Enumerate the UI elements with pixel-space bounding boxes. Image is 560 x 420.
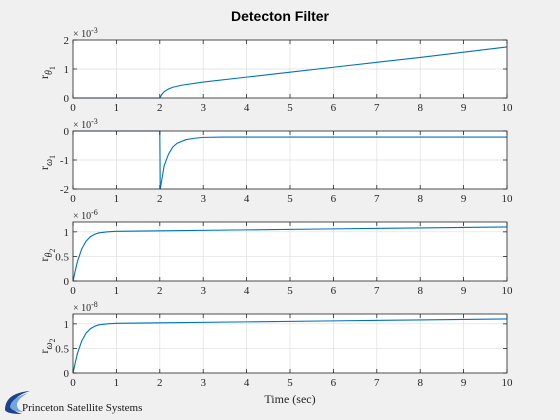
x-tick-label: 1	[114, 285, 120, 297]
y-tick-label: 0	[64, 368, 70, 380]
x-tick-label: 0	[70, 193, 76, 205]
y-tick-label: 1	[64, 227, 70, 239]
y-tick-label: 0	[64, 93, 70, 105]
y-exponent-label: × 10-3	[73, 117, 98, 131]
y-tick-label: -2	[60, 184, 69, 196]
x-tick-label: 8	[417, 102, 423, 114]
x-tick-label: 9	[461, 285, 467, 297]
x-tick-label: 7	[374, 285, 380, 297]
x-tick-label: 3	[200, 285, 206, 297]
x-tick-label: 5	[287, 193, 293, 205]
x-tick-label: 6	[331, 193, 337, 205]
x-tick-label: 1	[114, 102, 120, 114]
x-tick-label: 4	[244, 193, 250, 205]
x-tick-label: 8	[417, 285, 423, 297]
x-tick-label: 2	[157, 102, 163, 114]
x-tick-label: 9	[461, 102, 467, 114]
x-tick-label: 3	[200, 102, 206, 114]
y-axis-label: rθ1	[37, 66, 57, 79]
y-axis-label: rθ2	[37, 249, 57, 262]
y-tick-label: 0	[64, 126, 70, 138]
x-tick-label: 7	[374, 193, 380, 205]
x-tick-label: 0	[70, 102, 76, 114]
x-tick-label: 6	[331, 102, 337, 114]
logo-text: Princeton Satellite Systems	[22, 402, 142, 414]
y-tick-label: 0.5	[55, 343, 69, 355]
x-tick-label: 2	[157, 285, 163, 297]
x-tick-label: 9	[461, 377, 467, 389]
y-tick-label: 1	[64, 319, 70, 331]
x-tick-label: 3	[200, 377, 206, 389]
princeton-satellite-systems-logo: Princeton Satellite Systems	[5, 391, 142, 414]
x-tick-label: 10	[502, 193, 514, 205]
x-tick-label: 3	[200, 193, 206, 205]
y-tick-label: 0.5	[55, 251, 69, 263]
x-tick-label: 6	[331, 285, 337, 297]
x-tick-label: 1	[114, 377, 120, 389]
x-tick-label: 9	[461, 193, 467, 205]
x-tick-label: 4	[244, 102, 250, 114]
y-axis-label: rω1	[37, 155, 57, 170]
y-tick-label: 0	[64, 276, 70, 288]
y-tick-label: -1	[60, 155, 69, 167]
x-tick-label: 7	[374, 102, 380, 114]
x-axis-label: Time (sec)	[264, 392, 315, 406]
y-tick-label: 1	[64, 64, 70, 76]
x-tick-label: 2	[157, 377, 163, 389]
x-tick-label: 0	[70, 377, 76, 389]
x-tick-label: 4	[244, 377, 250, 389]
x-tick-label: 5	[287, 102, 293, 114]
x-tick-label: 2	[157, 193, 163, 205]
x-tick-label: 8	[417, 377, 423, 389]
x-tick-label: 10	[502, 102, 514, 114]
x-tick-label: 8	[417, 193, 423, 205]
chart-title: Detecton Filter	[231, 8, 330, 24]
x-tick-label: 10	[502, 377, 514, 389]
x-tick-label: 4	[244, 285, 250, 297]
x-tick-label: 7	[374, 377, 380, 389]
y-tick-label: 2	[64, 35, 70, 47]
y-exponent-label: × 10-3	[73, 26, 98, 40]
y-exponent-label: × 10-8	[73, 300, 98, 314]
x-tick-label: 1	[114, 193, 120, 205]
y-axis-label: rω2	[37, 338, 57, 353]
x-tick-label: 5	[287, 285, 293, 297]
x-tick-label: 10	[502, 285, 514, 297]
x-tick-label: 6	[331, 377, 337, 389]
x-tick-label: 5	[287, 377, 293, 389]
x-tick-label: 0	[70, 285, 76, 297]
y-exponent-label: × 10-6	[73, 208, 98, 222]
